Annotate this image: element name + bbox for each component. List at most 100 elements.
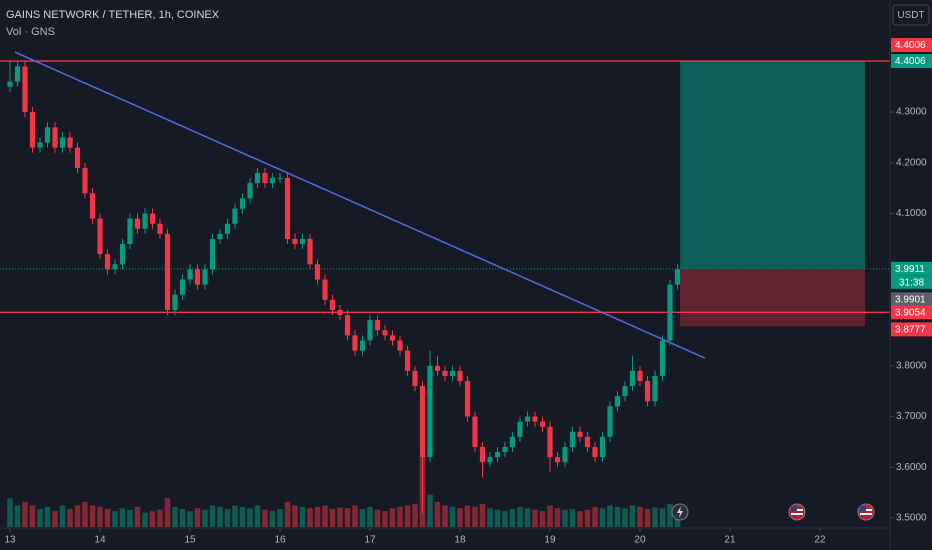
candle-body	[164, 233, 171, 310]
volume-bar	[614, 506, 621, 527]
candle-body	[494, 452, 501, 458]
volume-bar	[592, 506, 598, 527]
candle-body	[404, 350, 411, 371]
volume-bar	[29, 505, 36, 527]
candle-body	[667, 284, 673, 341]
event-icon[interactable]	[671, 503, 689, 521]
candle-body	[674, 269, 681, 285]
candle-body	[67, 137, 73, 148]
volume-bar	[157, 509, 163, 527]
volume-bar	[112, 511, 118, 527]
candle-body	[232, 208, 238, 224]
event-icon[interactable]	[857, 503, 875, 521]
y-tick-label: 4.2000	[896, 157, 927, 168]
volume-bar	[59, 505, 66, 527]
candle-body	[569, 431, 576, 447]
volume-bar	[202, 509, 208, 527]
candle-body	[82, 167, 88, 194]
volume-bar	[524, 508, 531, 527]
candle-body	[187, 269, 193, 280]
volume-bar	[142, 512, 148, 527]
volume-bar	[329, 509, 336, 527]
volume-bar	[254, 505, 261, 527]
candle-body	[592, 446, 598, 458]
volume-bar	[82, 501, 88, 527]
candle-body	[397, 340, 403, 351]
candle-body	[629, 370, 636, 387]
volume-bar	[599, 508, 606, 527]
candle-body	[209, 238, 216, 270]
candle-body	[262, 172, 268, 184]
candle-body	[44, 127, 51, 143]
volume-bar	[284, 501, 291, 527]
price-label-box	[891, 38, 932, 53]
volume-bar	[494, 509, 501, 527]
price-label-box	[891, 261, 932, 276]
volume-bar	[374, 509, 381, 527]
candle-body	[524, 416, 531, 422]
volume-bar	[434, 501, 441, 527]
candle-body	[637, 370, 643, 382]
candle-body	[599, 436, 606, 458]
currency: USDT	[897, 10, 924, 21]
volume-bar	[119, 508, 126, 527]
volume-bar	[367, 506, 373, 527]
volume-bar	[554, 508, 561, 527]
volume-bar	[232, 505, 238, 527]
candle-body	[97, 218, 103, 255]
volume-bar	[622, 508, 628, 527]
event-icon[interactable]	[788, 503, 806, 521]
candle-body	[172, 294, 178, 310]
x-tick-label: 16	[274, 535, 286, 546]
y-tick-label: 3.8000	[896, 360, 927, 371]
volume-bar	[449, 506, 456, 527]
candle-body	[442, 370, 448, 376]
volume-bar	[322, 505, 328, 527]
volume-bar	[569, 509, 576, 527]
chart-title: GAINS NETWORK / TETHER, 1h, COINEX	[6, 9, 220, 21]
candle-body	[472, 416, 478, 447]
candle-body	[517, 421, 523, 437]
volume-bar	[532, 509, 538, 527]
volume-bar	[37, 509, 43, 527]
volume-bar	[127, 509, 133, 527]
volume-bar	[277, 509, 283, 527]
volume-bar	[509, 509, 516, 527]
candle-body	[104, 254, 111, 270]
candle-body	[134, 218, 141, 229]
candle-body	[577, 431, 583, 437]
candle-body	[149, 213, 156, 224]
candle-body	[652, 375, 658, 402]
price-label: 3.9911	[895, 264, 925, 275]
price-label: 4.4006	[895, 40, 926, 51]
volume-bar	[584, 509, 591, 527]
volume-bar	[262, 509, 268, 527]
candle-body	[299, 238, 306, 245]
volume-bar	[344, 508, 351, 527]
candle-body	[217, 233, 223, 239]
candle-body	[359, 340, 366, 351]
volume-bar	[314, 506, 321, 527]
volume-bar	[659, 508, 666, 527]
price-label-box	[891, 292, 932, 307]
x-tick-label: 14	[94, 535, 106, 546]
candle-body	[479, 446, 486, 463]
x-tick-label: 22	[814, 535, 826, 546]
candle-body	[622, 386, 628, 397]
candle-body	[337, 309, 343, 316]
volume-bar	[382, 511, 388, 527]
volume-bar	[22, 501, 28, 527]
candle-body	[584, 436, 591, 447]
candle-body	[284, 178, 291, 239]
volume-bar	[104, 509, 111, 527]
candle-body	[247, 183, 253, 199]
volume-bar	[217, 506, 223, 527]
currency-box[interactable]	[892, 4, 930, 26]
candle-body	[157, 223, 163, 234]
volume-bar	[164, 498, 171, 527]
volume-bar	[637, 506, 643, 527]
volume-bar	[607, 505, 613, 527]
candle-body	[74, 147, 81, 168]
candle-body	[179, 279, 186, 295]
